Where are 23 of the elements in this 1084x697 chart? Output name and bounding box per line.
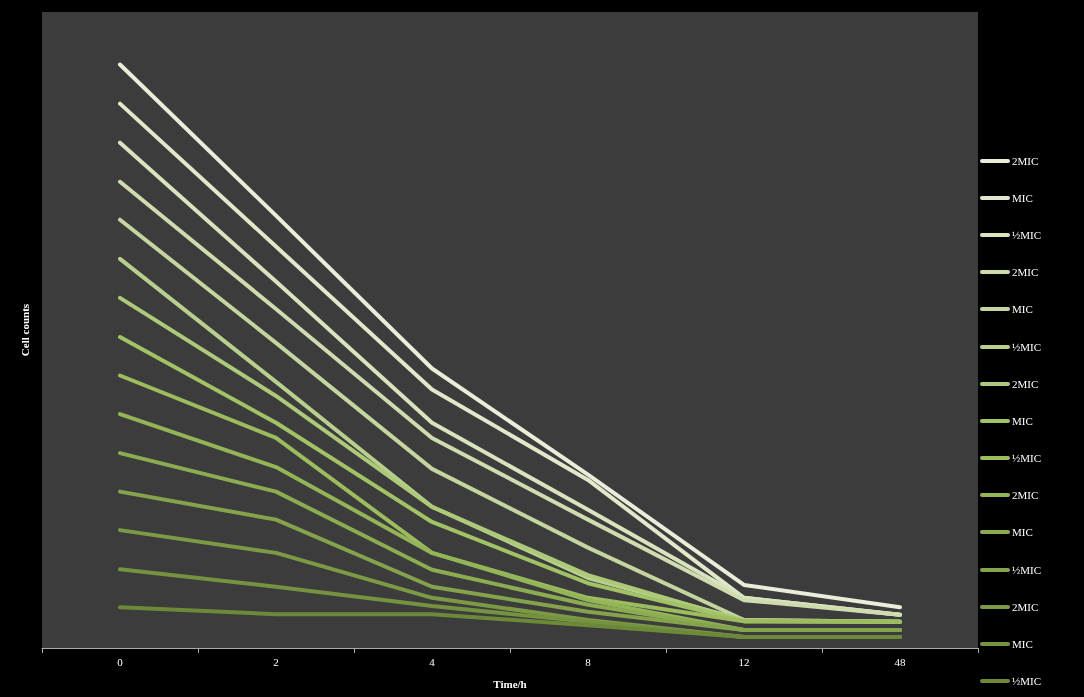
legend-label: ½MIC [1012, 340, 1042, 353]
x-tick-label: 4 [429, 655, 436, 668]
legend-label: 2MIC [1012, 489, 1039, 502]
legend-label: 2MIC [1012, 377, 1039, 390]
y-axis-title: Cell counts [18, 303, 31, 357]
x-axis-title: Time/h [493, 677, 527, 690]
x-tick-label: 12 [738, 655, 750, 668]
x-tick-label: 0 [117, 655, 124, 668]
legend-label: MIC [1012, 303, 1033, 316]
legend-label: ½MIC [1012, 452, 1042, 465]
legend-label: 2MIC [1012, 600, 1039, 613]
x-tick-label: 2 [273, 655, 279, 668]
legend-label: 2MIC [1012, 154, 1039, 167]
legend-label: MIC [1012, 638, 1033, 651]
legend-label: ½MIC [1012, 675, 1042, 688]
legend-label: MIC [1012, 526, 1033, 539]
legend-label: ½MIC [1012, 228, 1042, 241]
legend-label: 2MIC [1012, 266, 1039, 279]
legend-label: MIC [1012, 414, 1033, 427]
x-tick-label: 48 [894, 655, 906, 668]
x-tick-label: 8 [585, 655, 592, 668]
legend-label: ½MIC [1012, 563, 1042, 576]
legend-label: MIC [1012, 191, 1033, 204]
